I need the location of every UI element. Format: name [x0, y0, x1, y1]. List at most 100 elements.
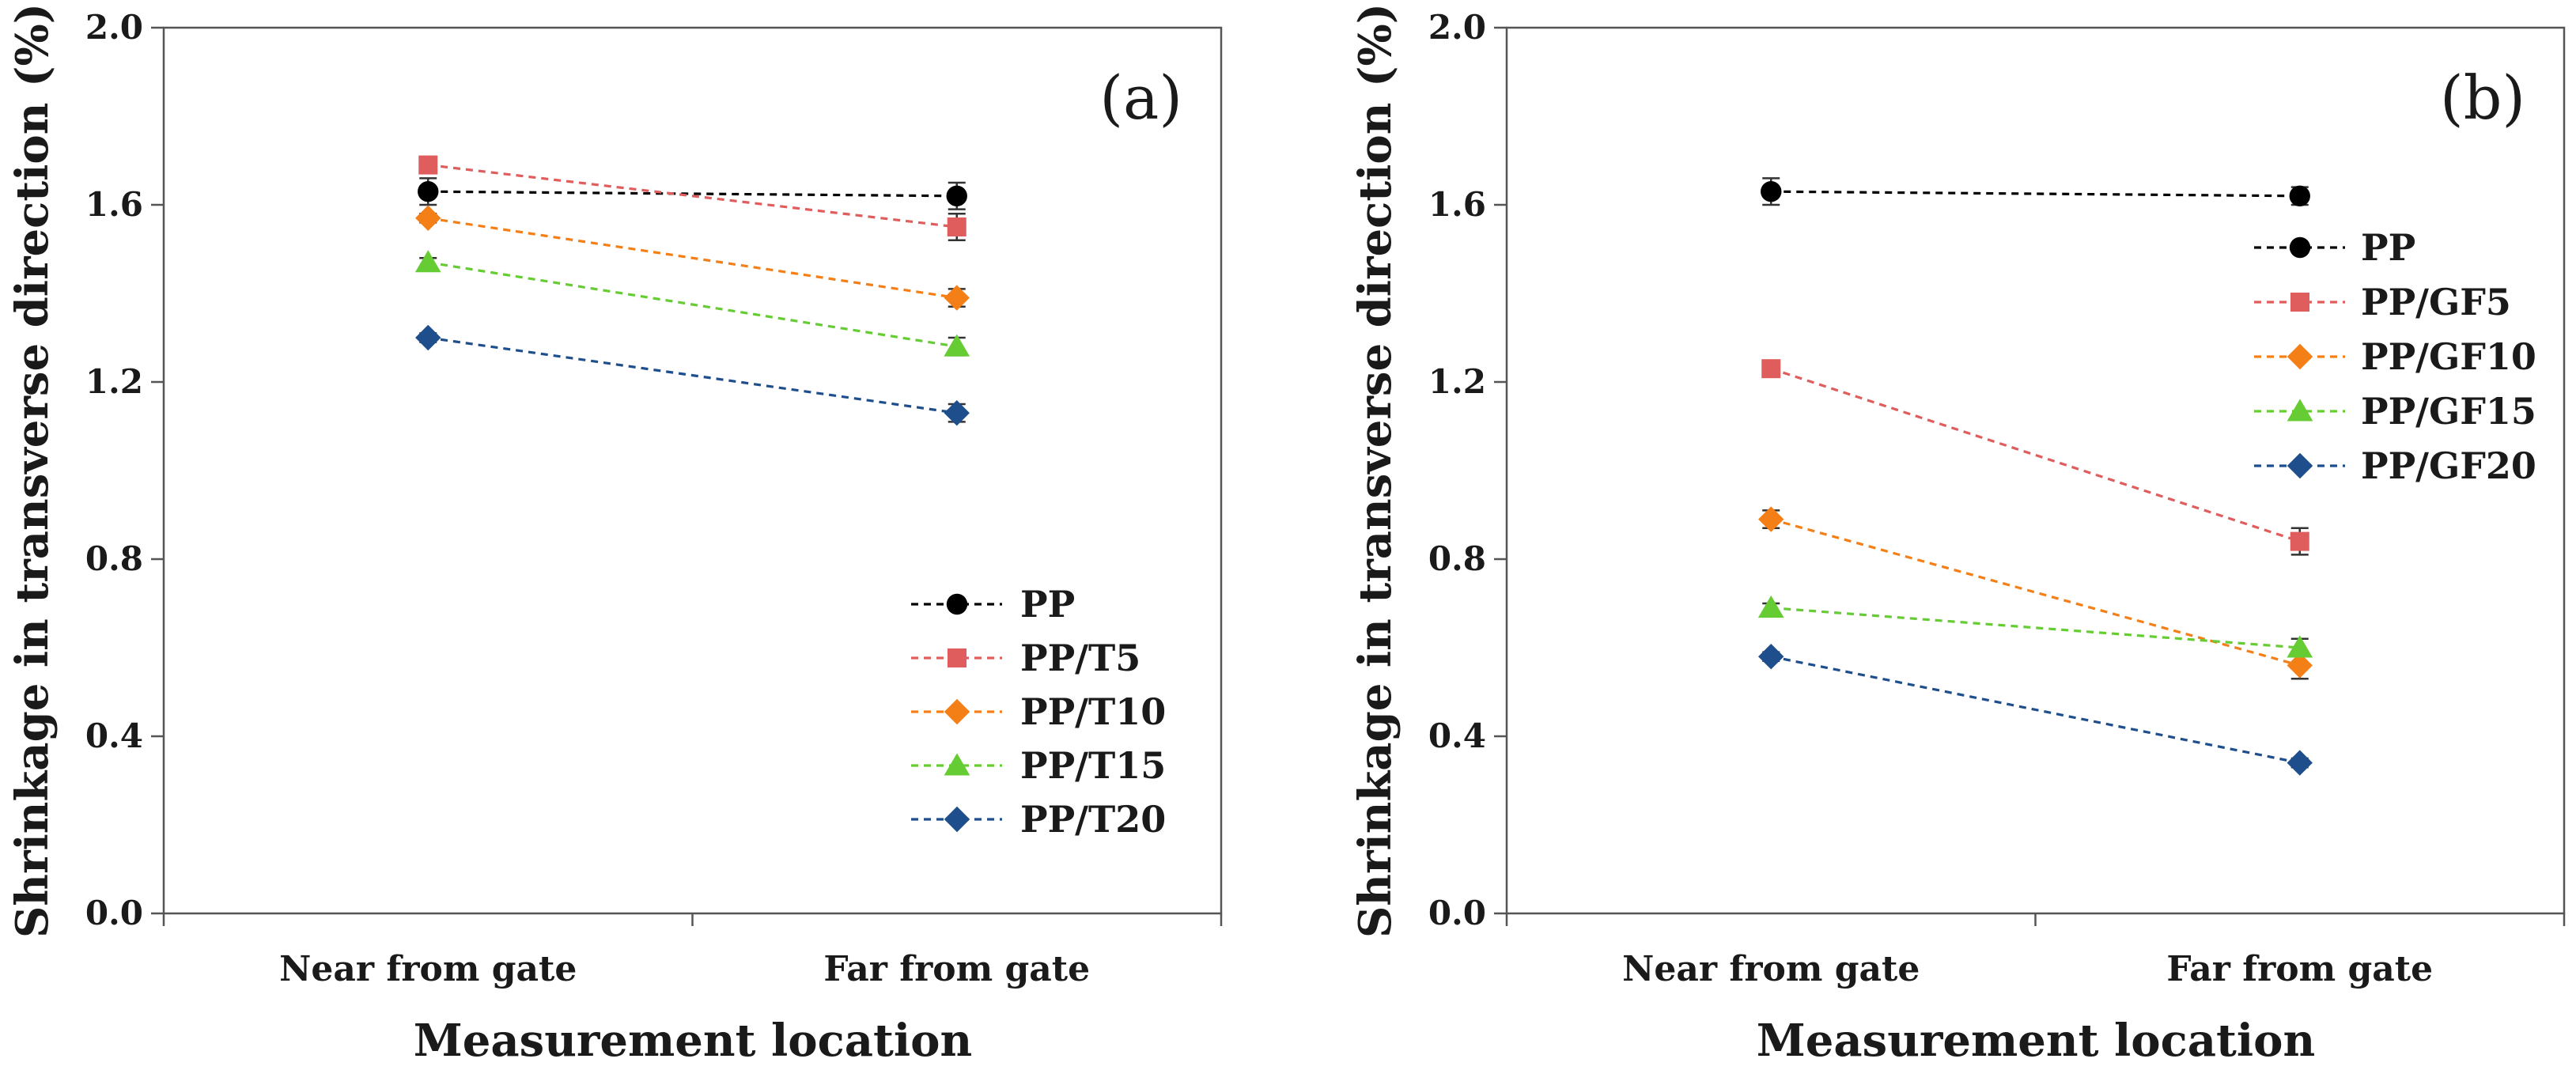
legend-item: PP — [2254, 226, 2415, 269]
series-layer-a — [414, 155, 970, 426]
chart-panel-b: 0.0 0.4 0.8 1.2 1.6 2.0 Near from gate Far fro… — [1349, 3, 2566, 1067]
legend-label: PP/T10 — [1020, 690, 1166, 733]
data-point-marker — [1758, 644, 1784, 670]
legend-label: PP/GF15 — [2361, 390, 2536, 433]
legend-label: PP/T20 — [1020, 798, 1166, 841]
series-pp — [418, 177, 967, 210]
legend-label: PP/GF20 — [2361, 444, 2536, 487]
series-pp-gf5 — [1761, 359, 2309, 556]
data-point-marker — [1761, 359, 1781, 379]
y-tick-label: 1.2 — [85, 362, 143, 401]
legend-marker — [2289, 236, 2311, 259]
y-tick-label: 0.0 — [85, 894, 143, 932]
data-point-marker — [2287, 652, 2313, 679]
x-category-label: Far from gate — [823, 949, 1090, 989]
legend-item: PP/T20 — [911, 798, 1166, 841]
legend-item: PP/GF5 — [2254, 281, 2511, 323]
legend-marker — [2287, 343, 2313, 370]
legend-marker — [944, 753, 970, 776]
data-point-marker — [2287, 635, 2313, 658]
legend-marker — [944, 698, 970, 725]
data-point-marker — [414, 250, 441, 273]
legend-marker — [948, 648, 966, 667]
y-tick-label: 0.8 — [1428, 539, 1486, 578]
legend-label: PP/GF10 — [2361, 335, 2536, 378]
series-layer-b — [1757, 177, 2313, 776]
series-line — [427, 261, 958, 348]
y-tick-label: 2.0 — [1428, 8, 1486, 47]
legend-label: PP — [2361, 226, 2415, 269]
legend-marker — [946, 593, 968, 615]
legend-marker — [2287, 452, 2313, 479]
legend-item: PP/GF15 — [2254, 390, 2536, 433]
panel-label-b: (b) — [2440, 62, 2525, 133]
legend-item: PP/T5 — [911, 637, 1140, 679]
y-axis-title-a: Shrinkage in transverse direction (%) — [6, 3, 59, 938]
data-point-marker — [1758, 506, 1784, 532]
chart-panel-a: 0.0 0.4 0.8 1.2 1.6 2.0 Near from gate Far fro… — [6, 3, 1223, 1067]
data-point-marker — [2289, 185, 2310, 206]
legend-marker — [2290, 293, 2309, 312]
series-line — [1770, 518, 2301, 667]
legend-marker — [2287, 399, 2313, 422]
y-tick-label: 1.6 — [85, 185, 143, 224]
data-point-marker — [2287, 750, 2313, 776]
y-tick-label: 1.2 — [1428, 362, 1486, 401]
y-tick-label: 0.4 — [85, 716, 143, 755]
series-line — [1770, 367, 2301, 543]
x-category-label: Far from gate — [2166, 949, 2433, 989]
x-axis-ticks-a: Near from gate Far from gate — [162, 913, 1223, 989]
series-pp-t20 — [415, 324, 970, 426]
series-pp-t5 — [418, 155, 966, 242]
legend-item: PP/GF10 — [2254, 335, 2536, 378]
data-point-marker — [944, 400, 970, 426]
y-axis-title-b: Shrinkage in transverse direction (%) — [1349, 3, 1401, 938]
legend-a: PP PP/T5 PP/T10 PP/T15 PP/T20 — [911, 583, 1166, 841]
y-tick-label: 0.4 — [1428, 716, 1486, 755]
series-line — [428, 336, 957, 414]
y-tick-label: 0.0 — [1428, 894, 1486, 932]
plot-area-b — [1505, 26, 2566, 915]
x-axis-title-a: Measurement location — [414, 1015, 972, 1067]
data-point-marker — [2290, 531, 2309, 551]
series-pp-gf20 — [1758, 644, 2313, 776]
y-axis-ticks-a: 0.0 0.4 0.8 1.2 1.6 2.0 — [85, 8, 164, 932]
x-category-label: Near from gate — [1622, 949, 1920, 989]
legend-label: PP/GF5 — [2361, 281, 2511, 323]
legend-item: PP/T15 — [911, 744, 1166, 787]
data-point-marker — [1761, 181, 1782, 202]
series-pp-gf15 — [1757, 595, 2313, 658]
data-point-marker — [946, 185, 967, 206]
legend-label: PP/T5 — [1020, 637, 1140, 679]
x-axis-title-b: Measurement location — [1757, 1015, 2315, 1067]
series-pp-gf10 — [1758, 506, 2313, 680]
series-pp — [1761, 177, 2310, 206]
legend-item: PP/GF20 — [2254, 444, 2536, 487]
data-point-marker — [415, 205, 441, 231]
legend-item: PP/T10 — [911, 690, 1166, 733]
y-tick-label: 0.8 — [85, 539, 143, 578]
data-point-marker — [944, 285, 970, 311]
legend-item: PP — [911, 583, 1075, 626]
data-point-marker — [418, 155, 438, 175]
legend-label: PP — [1020, 583, 1075, 626]
data-point-marker — [1757, 595, 1784, 618]
data-point-marker — [947, 217, 966, 236]
series-line — [428, 164, 957, 229]
legend-label: PP/T15 — [1020, 744, 1166, 787]
series-line — [428, 217, 957, 300]
series-pp-t15 — [414, 250, 970, 357]
data-point-marker — [415, 324, 441, 351]
x-category-label: Near from gate — [279, 949, 577, 989]
legend-b: PP PP/GF5 PP/GF10 PP/GF15 PP/GF20 — [2254, 226, 2536, 487]
data-point-marker — [944, 334, 970, 357]
x-axis-ticks-b: Near from gate Far from gate — [1505, 913, 2566, 989]
y-tick-label: 1.6 — [1428, 185, 1486, 224]
y-axis-ticks-b: 0.0 0.4 0.8 1.2 1.6 2.0 — [1428, 8, 1507, 932]
plot-area-a — [162, 26, 1223, 915]
panel-label-a: (a) — [1099, 62, 1182, 133]
legend-marker — [944, 806, 970, 833]
series-pp-t10 — [415, 205, 970, 311]
series-line — [1770, 655, 2301, 765]
